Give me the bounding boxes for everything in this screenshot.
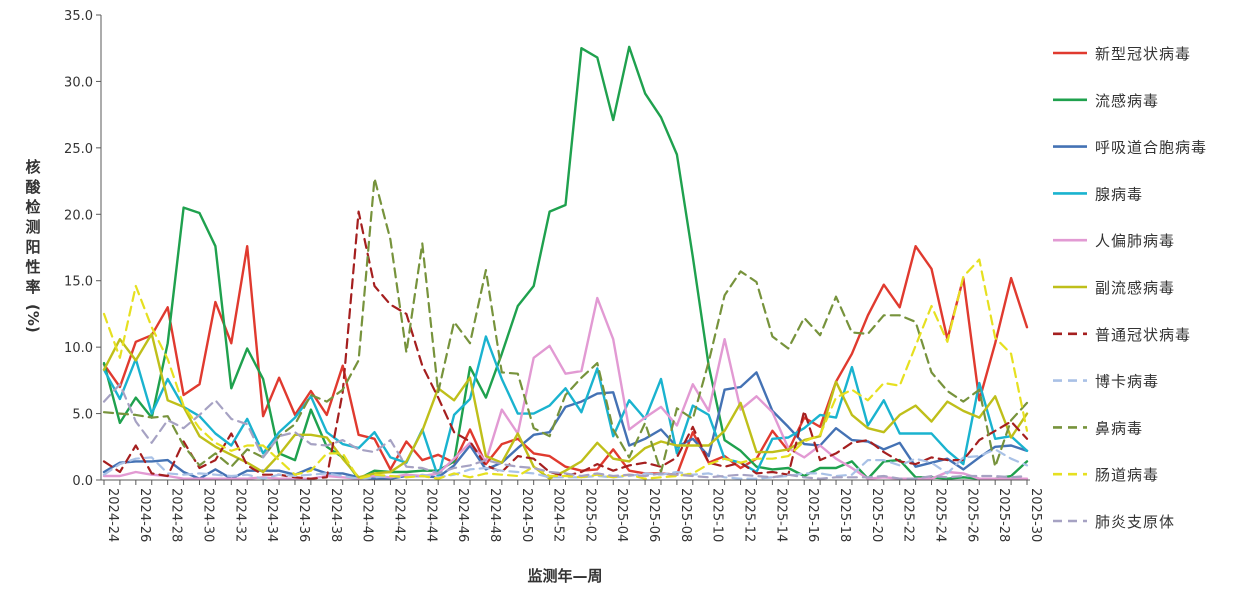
x-tick-label: 2025-26 (964, 488, 979, 542)
x-tick-label: 2024-34 (264, 488, 279, 542)
y-axis-title-char: 阳 (25, 238, 40, 256)
y-tick-label: 30.0 (64, 75, 93, 90)
legend-label-0: 新型冠状病毒 (1095, 45, 1191, 63)
y-tick-label: 20.0 (64, 208, 93, 223)
y-axis-title-char: 酸 (25, 178, 41, 196)
series-line-10 (102, 383, 1029, 480)
x-tick-label: 2025-28 (996, 488, 1011, 542)
y-axis-title-char: 检 (25, 198, 40, 216)
series-line-6 (102, 210, 1029, 480)
legend-label-7: 博卡病毒 (1095, 373, 1159, 391)
legend-label-1: 流感病毒 (1095, 92, 1159, 110)
x-tick-label: 2024-44 (423, 488, 438, 542)
y-tick-label: 15.0 (64, 275, 93, 290)
x-tick-label: 2024-42 (391, 488, 406, 542)
x-tick-label: 2024-32 (232, 488, 247, 542)
x-tick-label: 2025-12 (742, 488, 757, 542)
x-tick-label: 2024-38 (328, 488, 343, 542)
x-tick-label: 2025-18 (837, 488, 852, 542)
x-tick-label: 2025-24 (933, 488, 948, 542)
y-tick-label: 0.0 (72, 474, 93, 489)
x-tick-label: 2025-22 (901, 488, 916, 542)
series-line-1 (102, 45, 1029, 480)
x-tick-label: 2025-02 (582, 488, 597, 542)
x-tick-label: 2024-50 (519, 488, 534, 542)
x-tick-label: 2024-48 (487, 488, 502, 542)
legend-label-9: 肠道病毒 (1095, 466, 1159, 484)
x-tick-label: 2024-28 (169, 488, 184, 542)
x-tick-label: 2024-30 (200, 488, 215, 542)
series-line-9 (102, 258, 1029, 480)
y-axis-title-char: 核 (25, 158, 40, 176)
x-tick-labels: 2024-24 2024-26 2024-28 2024-30 2024-32 2024-… (103, 480, 1043, 542)
legend-label-5: 副流感病毒 (1095, 279, 1175, 297)
series-line-3 (102, 335, 1029, 479)
x-tick-label: 2025-04 (614, 488, 629, 542)
y-tick-label: 5.0 (72, 408, 93, 423)
series-line-0 (102, 244, 1029, 476)
x-axis-title: 监测年—周 (527, 567, 602, 585)
y-axis-title-char: 性 (25, 258, 40, 276)
x-tick-label: 2025-20 (869, 488, 884, 542)
legend-label-3: 腺病毒 (1095, 185, 1143, 203)
x-tick-label: 2025-30 (1028, 488, 1043, 542)
y-axis-title-char: 率 (25, 278, 40, 296)
legend: 新型冠状病毒流感病毒呼吸道合胞病毒腺病毒人偏肺病毒副流感病毒普通冠状病毒博卡病毒… (1053, 45, 1207, 531)
y-tick-label: 25.0 (64, 142, 93, 157)
plot-lines (102, 45, 1029, 480)
chart-axes (100, 15, 1030, 481)
y-axis-title-unit: (%) (24, 304, 42, 333)
y-tick-label: 10.0 (64, 341, 93, 356)
y-tick-label: 35.0 (64, 9, 93, 24)
y-axis-title-char: 测 (25, 218, 40, 236)
x-tick-label: 2025-06 (646, 488, 661, 542)
series-line-7 (102, 448, 1029, 480)
x-tick-label: 2025-14 (773, 488, 788, 542)
x-tick-label: 2025-10 (710, 488, 725, 542)
legend-label-8: 鼻病毒 (1095, 419, 1143, 437)
legend-label-10: 肺炎支原体 (1095, 513, 1175, 531)
y-tick-labels: 0.0 5.0 10.0 15.0 20.0 25.0 30.0 35.0 (64, 9, 101, 489)
legend-label-2: 呼吸道合胞病毒 (1095, 139, 1207, 157)
x-tick-label: 2024-36 (296, 488, 311, 542)
x-tick-label: 2025-08 (678, 488, 693, 542)
legend-label-4: 人偏肺病毒 (1095, 232, 1175, 250)
series-line-5 (102, 332, 1029, 480)
legend-label-6: 普通冠状病毒 (1095, 326, 1191, 344)
x-tick-label: 2024-26 (137, 488, 152, 542)
series-line-8 (102, 177, 1029, 474)
x-tick-label: 2024-40 (360, 488, 375, 542)
x-tick-label: 2024-46 (455, 488, 470, 542)
x-tick-label: 2024-24 (105, 488, 120, 542)
x-tick-label: 2025-16 (805, 488, 820, 542)
x-tick-label: 2024-52 (551, 488, 566, 542)
